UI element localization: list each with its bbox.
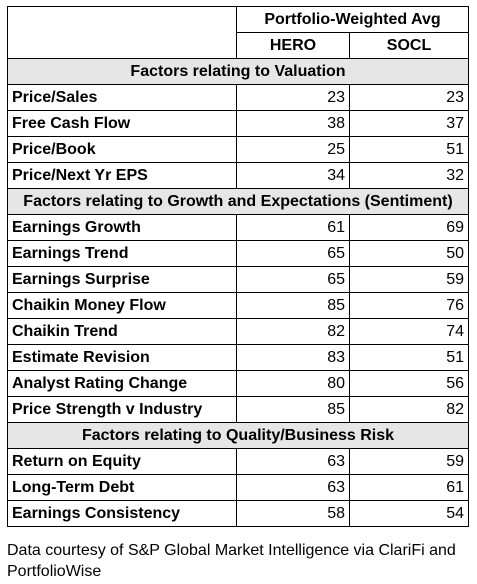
factor-table: Portfolio-Weighted Avg HERO SOCL Factors…	[7, 6, 469, 527]
column-header-hero: HERO	[236, 32, 350, 59]
table-row: Price/Next Yr EPS 34 32	[7, 162, 469, 189]
socl-value: 56	[349, 370, 469, 397]
section-title: Factors relating to Quality/Business Ris…	[7, 422, 469, 449]
hero-value: 58	[236, 500, 350, 527]
factor-label: Earnings Surprise	[7, 266, 237, 293]
section-title: Factors relating to Valuation	[7, 58, 469, 85]
factor-label: Long-Term Debt	[7, 474, 237, 501]
hero-value: 63	[236, 448, 350, 475]
socl-value: 50	[349, 240, 469, 267]
factor-label: Price Strength v Industry	[7, 396, 237, 423]
table-row: Free Cash Flow 38 37	[7, 110, 469, 137]
section-title: Factors relating to Growth and Expectati…	[7, 188, 469, 215]
table-row: Earnings Trend 65 50	[7, 240, 469, 267]
socl-value: 37	[349, 110, 469, 137]
factor-label: Free Cash Flow	[7, 110, 237, 137]
factor-label: Chaikin Money Flow	[7, 292, 237, 319]
header-row-2: HERO SOCL	[8, 32, 469, 59]
group-title: Portfolio-Weighted Avg	[236, 6, 469, 33]
table-row: Analyst Rating Change 80 56	[7, 370, 469, 397]
factor-label: Earnings Trend	[7, 240, 237, 267]
table-row: Chaikin Trend 82 74	[7, 318, 469, 345]
factor-table-container: Portfolio-Weighted Avg HERO SOCL Factors…	[7, 6, 469, 527]
column-header-socl: SOCL	[349, 32, 469, 59]
socl-value: 59	[349, 266, 469, 293]
hero-value: 34	[236, 162, 350, 189]
section-header-row: Factors relating to Valuation	[7, 58, 469, 85]
hero-value: 63	[236, 474, 350, 501]
hero-value: 65	[236, 266, 350, 293]
socl-value: 51	[349, 344, 469, 371]
hero-value: 23	[236, 84, 350, 111]
factor-label: Price/Next Yr EPS	[7, 162, 237, 189]
hero-value: 83	[236, 344, 350, 371]
socl-value: 76	[349, 292, 469, 319]
hero-value: 38	[236, 110, 350, 137]
hero-value: 65	[236, 240, 350, 267]
table-row: Return on Equity 63 59	[7, 448, 469, 475]
socl-value: 23	[349, 84, 469, 111]
footnote: Data courtesy of S&P Global Market Intel…	[7, 542, 456, 580]
section-header-row: Factors relating to Growth and Expectati…	[7, 188, 469, 215]
table-row: Earnings Surprise 65 59	[7, 266, 469, 293]
hero-value: 85	[236, 396, 350, 423]
socl-value: 59	[349, 448, 469, 475]
header-row-1: Portfolio-Weighted Avg	[7, 6, 469, 59]
socl-value: 74	[349, 318, 469, 345]
table-row: Price/Book 25 51	[7, 136, 469, 163]
hero-value: 80	[236, 370, 350, 397]
socl-value: 51	[349, 136, 469, 163]
hero-value: 82	[236, 318, 350, 345]
factor-label: Estimate Revision	[7, 344, 237, 371]
factor-label: Return on Equity	[7, 448, 237, 475]
table-row: Price/Sales 23 23	[7, 84, 469, 111]
socl-value: 82	[349, 396, 469, 423]
section-header-row: Factors relating to Quality/Business Ris…	[7, 422, 469, 449]
hero-value: 25	[236, 136, 350, 163]
table-row: Price Strength v Industry 85 82	[7, 396, 469, 423]
factor-label: Price/Book	[7, 136, 237, 163]
factor-label: Chaikin Trend	[7, 318, 237, 345]
table-row: Long-Term Debt 63 61	[7, 474, 469, 501]
factor-label: Price/Sales	[7, 84, 237, 111]
socl-value: 61	[349, 474, 469, 501]
socl-value: 54	[349, 500, 469, 527]
factor-label: Analyst Rating Change	[7, 370, 237, 397]
table-row: Earnings Consistency 58 54	[7, 500, 469, 527]
hero-value: 61	[236, 214, 350, 241]
table-row: Chaikin Money Flow 85 76	[7, 292, 469, 319]
table-row: Earnings Growth 61 69	[7, 214, 469, 241]
table-row: Estimate Revision 83 51	[7, 344, 469, 371]
socl-value: 32	[349, 162, 469, 189]
factor-label: Earnings Growth	[7, 214, 237, 241]
header-blank-cell	[7, 6, 237, 59]
factor-label: Earnings Consistency	[7, 500, 237, 527]
hero-value: 85	[236, 292, 350, 319]
socl-value: 69	[349, 214, 469, 241]
